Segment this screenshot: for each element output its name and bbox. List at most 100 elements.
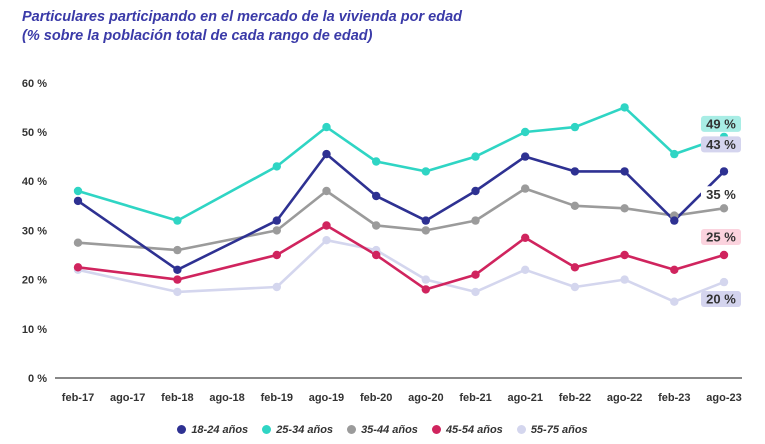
data-point: [570, 282, 580, 292]
data-point: [670, 149, 679, 159]
legend-dot-icon: [347, 425, 357, 434]
data-point: [570, 263, 580, 272]
data-point: [372, 191, 381, 201]
data-point: [173, 265, 182, 274]
legend-item: 45-54 años: [431, 424, 503, 436]
data-point: [719, 277, 729, 287]
data-point: [620, 103, 629, 112]
y-tick-label: 60 %: [22, 78, 47, 90]
data-point: [322, 221, 331, 230]
x-axis-ticks: feb-17 ago-17 feb-18 ago-18 feb-19 ago-19 feb-…: [62, 392, 742, 404]
data-point: [620, 275, 629, 284]
data-point: [570, 122, 580, 132]
series-points: [73, 103, 729, 306]
data-point: [620, 250, 629, 260]
end-label: 49 %: [706, 116, 736, 131]
data-point: [670, 265, 679, 274]
x-tick-label: feb-21: [459, 392, 491, 404]
data-point: [620, 167, 629, 176]
data-point: [372, 221, 381, 230]
legend-item: 25-34 años: [262, 424, 333, 436]
data-point: [272, 282, 281, 292]
data-point: [272, 216, 281, 225]
data-point: [670, 297, 679, 306]
data-point: [272, 226, 281, 235]
x-tick-label: feb-17: [62, 392, 94, 404]
data-point: [173, 287, 182, 297]
legend-item: 18-24 años: [177, 424, 248, 436]
legend-label: 35-44 años: [361, 424, 418, 436]
data-point: [570, 167, 580, 176]
end-label-box: [701, 136, 741, 153]
data-point: [719, 167, 729, 176]
data-point: [372, 157, 381, 166]
x-tick-label: ago-19: [309, 392, 344, 404]
y-tick-label: 10 %: [22, 324, 47, 336]
legend-dot-icon: [516, 425, 526, 434]
x-tick-label: feb-18: [161, 392, 193, 404]
end-label-box: [701, 229, 741, 245]
legend-dot-icon: [177, 425, 187, 434]
x-tick-label: ago-18: [209, 392, 244, 404]
y-tick-label: 20 %: [22, 275, 47, 287]
x-tick-label: ago-22: [607, 392, 642, 404]
legend-label: 55-75 años: [530, 424, 588, 436]
data-point: [421, 216, 430, 225]
data-point: [372, 250, 381, 260]
legend-item: 55-75 años: [516, 424, 588, 436]
data-point: [471, 152, 480, 161]
chart-title: Particulares participando en el mercado …: [22, 9, 462, 25]
data-point: [322, 186, 331, 196]
data-point: [272, 250, 281, 260]
series-line: [77, 106, 725, 222]
x-tick-label: feb-19: [261, 392, 293, 404]
data-point: [670, 216, 679, 225]
data-point: [173, 245, 182, 255]
end-label: 43 %: [706, 137, 736, 152]
y-axis-ticks: 0 % 10 % 20 % 30 % 40 % 50 % 60 %: [22, 78, 47, 385]
series-line: [77, 224, 725, 291]
y-tick-label: 40 %: [22, 176, 47, 188]
data-point: [471, 287, 480, 297]
legend-item: 35-44 años: [347, 424, 418, 436]
data-point: [73, 196, 83, 206]
end-label: 20 %: [706, 292, 736, 307]
data-point: [521, 152, 530, 161]
data-point: [521, 265, 530, 274]
legend-label: 25-34 años: [276, 424, 334, 436]
data-point: [322, 149, 331, 159]
x-tick-label: ago-23: [706, 392, 741, 404]
legend-label: 18-24 años: [191, 424, 249, 436]
legend-dot-icon: [431, 425, 441, 434]
y-tick-label: 50 %: [22, 127, 47, 139]
x-tick-label: feb-20: [360, 392, 392, 404]
data-point: [421, 226, 430, 235]
data-point: [471, 270, 480, 279]
data-point: [521, 184, 530, 193]
data-point: [620, 204, 629, 213]
data-point: [421, 285, 430, 294]
data-point: [471, 186, 480, 196]
x-tick-label: feb-22: [559, 392, 591, 404]
data-point: [73, 263, 83, 272]
data-point: [322, 236, 331, 245]
x-tick-label: ago-20: [408, 392, 443, 404]
legend-dot-icon: [262, 425, 272, 434]
data-point: [521, 233, 530, 242]
data-point: [521, 127, 530, 137]
x-tick-label: feb-23: [658, 392, 690, 404]
end-label-box: [701, 186, 741, 203]
x-tick-label: ago-21: [507, 392, 542, 404]
data-point: [471, 216, 480, 225]
x-tick-label: ago-17: [110, 392, 145, 404]
series-line: [77, 152, 725, 272]
end-label-box: [701, 115, 741, 132]
y-tick-label: 0 %: [28, 373, 47, 385]
data-point: [173, 216, 182, 225]
end-label: 25 %: [706, 230, 736, 245]
series-line: [77, 238, 725, 304]
y-tick-label: 30 %: [22, 225, 47, 237]
legend-label: 45-54 años: [445, 424, 503, 436]
data-point: [570, 201, 580, 210]
